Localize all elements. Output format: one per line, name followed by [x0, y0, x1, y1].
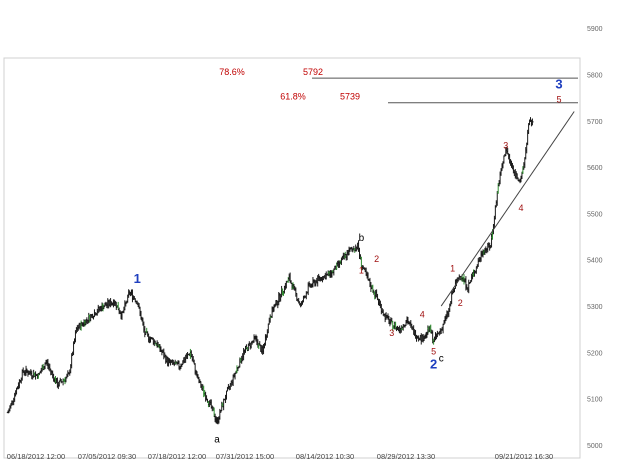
wave-label: 2 — [374, 254, 379, 264]
retracement-value-label: 5739 — [340, 92, 360, 102]
y-tick-label: 5300 — [587, 304, 603, 311]
plot-area — [3, 57, 581, 459]
y-tick-label: 5100 — [587, 397, 603, 404]
wave-label: a — [214, 435, 220, 446]
wave-label: 5 — [431, 347, 436, 357]
retracement-percent-label: 78.6% — [219, 67, 245, 77]
wave-label: b — [359, 233, 365, 244]
y-tick-label: 5700 — [587, 119, 603, 126]
ohlc-bar — [531, 118, 534, 126]
wave-label: 5 — [556, 94, 561, 104]
wave-label: 3 — [503, 141, 508, 151]
wave-label: 2 — [458, 298, 463, 308]
x-tick-label: 08/29/2012 13:30 — [377, 452, 435, 461]
x-tick-label: 07/05/2012 09:30 — [78, 452, 136, 461]
wave-label: c — [439, 354, 444, 365]
y-tick-label: 5000 — [587, 443, 603, 450]
wave-label: 4 — [518, 203, 523, 213]
wave-label: 1 — [359, 266, 364, 276]
x-tick-label: 06/18/2012 12:00 — [7, 452, 65, 461]
wave-label: 1 — [450, 263, 455, 273]
wave-label: 3 — [389, 328, 394, 338]
y-tick-label: 5800 — [587, 72, 603, 79]
wave-label: 1 — [134, 271, 141, 286]
y-tick-label: 5600 — [587, 165, 603, 172]
trendline — [440, 111, 575, 307]
y-tick-label: 5900 — [587, 26, 603, 33]
wave-label: 2 — [430, 357, 437, 372]
x-tick-label: 07/18/2012 12:00 — [148, 452, 206, 461]
y-tick-label: 5400 — [587, 258, 603, 265]
retracement-value-label: 5792 — [303, 67, 323, 77]
y-tick-label: 5200 — [587, 350, 603, 357]
retracement-percent-label: 61.8% — [280, 92, 306, 102]
y-tick-label: 5500 — [587, 211, 603, 218]
wave-label: 4 — [420, 310, 425, 320]
x-tick-label: 07/31/2012 15:00 — [216, 452, 274, 461]
x-tick-label: 09/21/2012 16:30 — [495, 452, 553, 461]
x-tick-label: 08/14/2012 10:30 — [296, 452, 354, 461]
wave-label: 3 — [555, 76, 562, 91]
